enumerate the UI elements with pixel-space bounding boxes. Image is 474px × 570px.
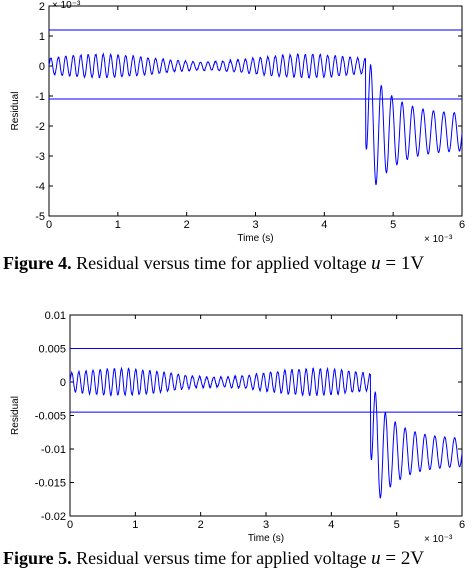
fig5-x-tick-label: 2 [198,519,204,531]
fig4-x-axis-label: Time (s) [237,233,273,244]
fig4-y-tick-label: -4 [35,181,45,193]
fig4-x-tick-label: 3 [252,219,258,231]
fig4-y-tick-label: 2 [39,1,45,13]
figure-4-caption-var: u [371,253,381,274]
figure-5-caption-label: Figure 5. [3,548,72,568]
fig4-residual-series-line [48,52,463,186]
fig5-x-tick-label: 1 [132,519,138,531]
figure-5-caption-text: Residual versus time for applied voltage [72,548,371,568]
fig5-x-tick-label: 6 [459,519,465,531]
figure-5-caption-var: u [371,548,381,569]
fig5-x-tick-label: 5 [394,519,400,531]
fig5-y-tick-label: 0.01 [45,310,66,322]
fig5-x-axis-label: Time (s) [248,533,284,544]
figure-4-caption-value: = 1V [381,253,425,274]
fig4-y-axis-label: Residual [10,92,21,131]
fig5-y-tick-label: -0.015 [35,478,66,490]
fig4-y-tick-label: 1 [39,31,45,43]
fig4-y-tick-label: -1 [35,91,45,103]
fig4-x-tick-label: 0 [46,219,52,231]
fig4-x-tick-label: 5 [390,219,396,231]
fig4-y-tick-label: -3 [35,151,45,163]
fig5-y-tick-label: 0.005 [38,344,66,356]
fig5-y-tick-label: -0.01 [41,444,66,456]
fig5-y-tick-label: -0.005 [35,411,66,423]
fig4-plot-frame [48,5,463,217]
figure-4-caption-text: Residual versus time for applied voltage [72,253,371,273]
fig4-x-tick-label: 4 [321,219,327,231]
fig5-plot-frame [69,314,463,517]
figure-5-caption: Figure 5. Residual versus time for appli… [3,548,424,569]
fig5-y-tick-label: 0 [60,377,66,389]
fig5-x-exponent: × 10⁻³ [424,534,453,545]
chart-figure-4: 0 1 2 3 4 5 6 2 1 0 -1 -2 -3 -4 -5 Time (s) Residual × 10… [10,0,465,245]
fig4-x-exponent: × 10⁻³ [424,234,453,245]
fig4-y-tick-label: -2 [35,121,45,133]
fig5-x-tick-label: 0 [67,519,73,531]
fig5-residual-series-line [69,366,463,499]
fig4-y-tick-label: 0 [39,61,45,73]
fig5-y-tick-label: -0.02 [41,511,66,523]
figure-5-caption-value: = 2V [381,548,425,569]
fig4-x-tick-label: 1 [115,219,121,231]
fig5-x-tick-label: 4 [328,519,334,531]
fig5-x-tick-label: 3 [263,519,269,531]
fig4-y-tick-label: -5 [35,211,45,223]
chart-figure-5: 0 1 2 3 4 5 6 0.01 0.005 0 -0.005 -0.01 -0.015 -0.02 T… [10,310,465,545]
figure-4-caption: Figure 4. Residual versus time for appli… [3,253,424,274]
fig4-x-tick-label: 6 [459,219,465,231]
fig5-y-axis-label: Residual [10,396,21,435]
figure-4-caption-label: Figure 4. [3,253,72,273]
fig4-x-tick-label: 2 [184,219,190,231]
fig4-y-exponent: × 10⁻³ [52,0,81,11]
